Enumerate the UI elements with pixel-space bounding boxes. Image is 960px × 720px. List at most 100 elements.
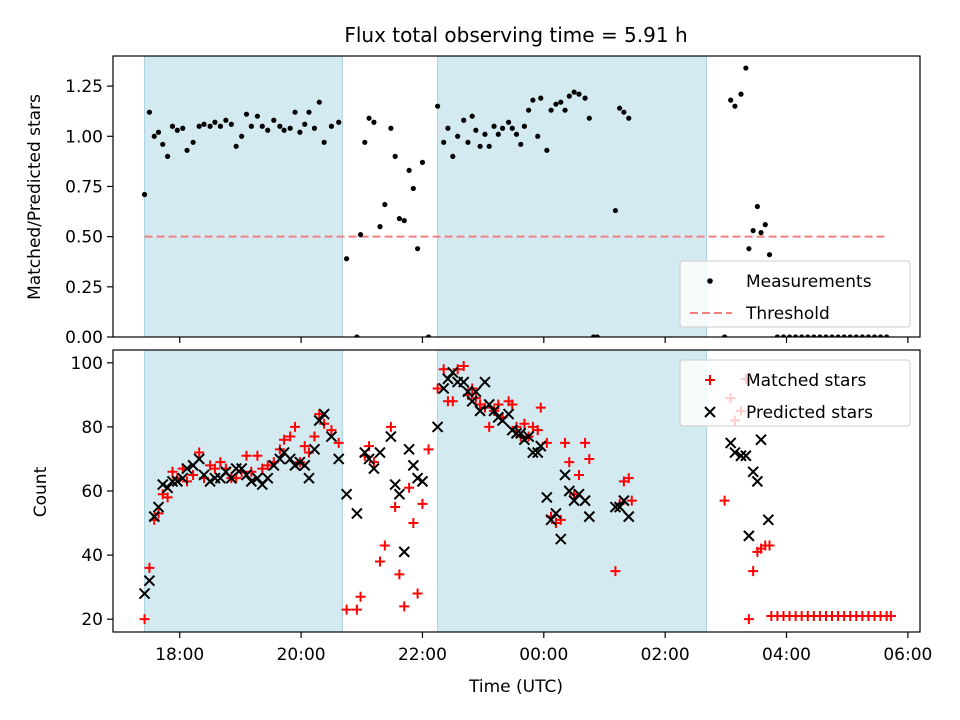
matched-star-point-104 xyxy=(764,540,775,551)
matched-star-point-10 xyxy=(188,469,199,480)
shaded-span-0 xyxy=(144,349,343,633)
matched-star-point-60 xyxy=(458,361,469,372)
predicted-star-point-57 xyxy=(458,376,470,388)
measurement-point-19 xyxy=(239,133,245,139)
predicted-star-point-81 xyxy=(563,485,575,497)
y-tick-label: 20 xyxy=(81,610,103,630)
measurement-point-30 xyxy=(297,129,303,135)
measurement-point-21 xyxy=(248,123,254,129)
predicted-star-point-78 xyxy=(550,507,562,520)
matched-star-point-1 xyxy=(144,562,155,573)
measurement-point-91 xyxy=(612,207,619,214)
measurement-point-23 xyxy=(259,123,265,129)
measurement-point-70 xyxy=(506,119,512,125)
measurement-point-15 xyxy=(217,123,223,129)
measurement-point-48 xyxy=(396,215,402,222)
measurement-point-56 xyxy=(441,139,447,145)
measurement-point-114 xyxy=(823,334,829,337)
measurement-point-66 xyxy=(486,143,492,149)
measurement-point-14 xyxy=(212,119,218,125)
predicted-star-point-0 xyxy=(138,587,151,600)
predicted-star-point-64 xyxy=(488,405,500,417)
predicted-star-point-69 xyxy=(510,427,523,440)
predicted-star-point-89 xyxy=(623,510,635,523)
predicted-star-point-55 xyxy=(447,366,459,379)
predicted-star-point-98 xyxy=(762,514,775,526)
measurement-point-105 xyxy=(766,252,773,258)
matched-star-point-58 xyxy=(447,396,458,407)
predicted-star-point-59 xyxy=(466,395,478,407)
measurement-point-106 xyxy=(774,334,781,337)
bottom-y-axis-label: Count xyxy=(31,466,51,517)
measurement-point-79 xyxy=(544,147,550,153)
measurement-point-72 xyxy=(513,131,520,137)
matched-star-point-5 xyxy=(162,492,173,503)
predicted-star-point-39 xyxy=(351,507,363,520)
legend-label: Threshold xyxy=(745,304,830,324)
measurement-point-69 xyxy=(499,125,506,131)
measurement-point-11 xyxy=(196,123,202,129)
matched-star-point-27 xyxy=(279,434,290,445)
measurement-point-1 xyxy=(146,109,153,115)
measurement-point-9 xyxy=(184,147,190,153)
y-tick-label: 80 xyxy=(81,418,103,438)
predicted-star-point-73 xyxy=(527,446,539,459)
matched-star-point-28 xyxy=(285,431,296,442)
matched-star-point-55 xyxy=(432,383,443,394)
legend-box xyxy=(679,359,911,427)
top-y-axis-label: Matched/Predicted stars xyxy=(25,94,45,300)
measurement-point-78 xyxy=(538,95,544,101)
measurement-point-46 xyxy=(388,125,394,131)
measurement-point-41 xyxy=(362,139,368,145)
legend-marker-plus xyxy=(705,375,715,385)
matched-star-point-18 xyxy=(231,473,242,484)
measurement-point-37 xyxy=(336,119,342,125)
matched-star-point-82 xyxy=(555,514,566,525)
x-tick-label: 18:00 xyxy=(155,645,204,665)
predicted-star-point-48 xyxy=(403,443,415,456)
matched-star-point-22 xyxy=(252,450,263,461)
measurement-point-84 xyxy=(566,93,572,99)
axes-frame xyxy=(112,55,921,338)
measurement-point-97 xyxy=(732,103,738,109)
measurement-point-53 xyxy=(419,159,426,165)
measurement-point-120 xyxy=(859,334,865,337)
matched-star-point-51 xyxy=(408,518,419,529)
measurement-point-6 xyxy=(169,123,176,129)
predicted-star-point-93 xyxy=(740,450,752,462)
measurement-point-47 xyxy=(392,153,398,159)
predicted-star-point-97 xyxy=(755,434,767,446)
shaded-span-0 xyxy=(144,55,343,338)
matched-star-point-83 xyxy=(560,437,571,448)
predicted-star-point-36 xyxy=(325,430,338,443)
matched-star-point-93 xyxy=(626,495,637,506)
predicted-star-point-80 xyxy=(559,469,571,481)
predicted-star-point-1 xyxy=(143,575,156,587)
matched-star-point-23 xyxy=(257,463,268,474)
matched-star-point-125 xyxy=(885,610,896,621)
measurement-point-20 xyxy=(243,111,250,117)
matched-star-point-43 xyxy=(368,457,379,468)
matched-star-point-34 xyxy=(314,409,325,420)
predicted-star-point-9 xyxy=(181,462,193,475)
matched-star-point-14 xyxy=(209,463,220,474)
measurement-point-117 xyxy=(841,334,847,337)
y-tick-label: 60 xyxy=(81,482,103,502)
measurement-point-52 xyxy=(414,246,421,252)
matched-star-point-85 xyxy=(569,489,580,500)
x-tick-label: 04:00 xyxy=(762,645,811,665)
predicted-star-point-75 xyxy=(535,440,547,452)
predicted-star-point-28 xyxy=(284,453,296,465)
y-tick-label: 0.00 xyxy=(65,328,103,348)
predicted-star-point-43 xyxy=(374,446,386,459)
matched-star-point-71 xyxy=(507,399,518,410)
legend: Measurements Threshold xyxy=(679,260,911,328)
measurement-point-3 xyxy=(155,129,162,135)
predicted-star-point-45 xyxy=(389,478,401,491)
predicted-star-point-35 xyxy=(318,408,330,420)
predicted-star-point-19 xyxy=(235,462,248,475)
predicted-star-point-20 xyxy=(240,469,253,481)
legend: Matched stars Predicted stars xyxy=(679,359,911,427)
matched-star-point-59 xyxy=(452,364,463,375)
predicted-star-point-60 xyxy=(470,385,482,398)
